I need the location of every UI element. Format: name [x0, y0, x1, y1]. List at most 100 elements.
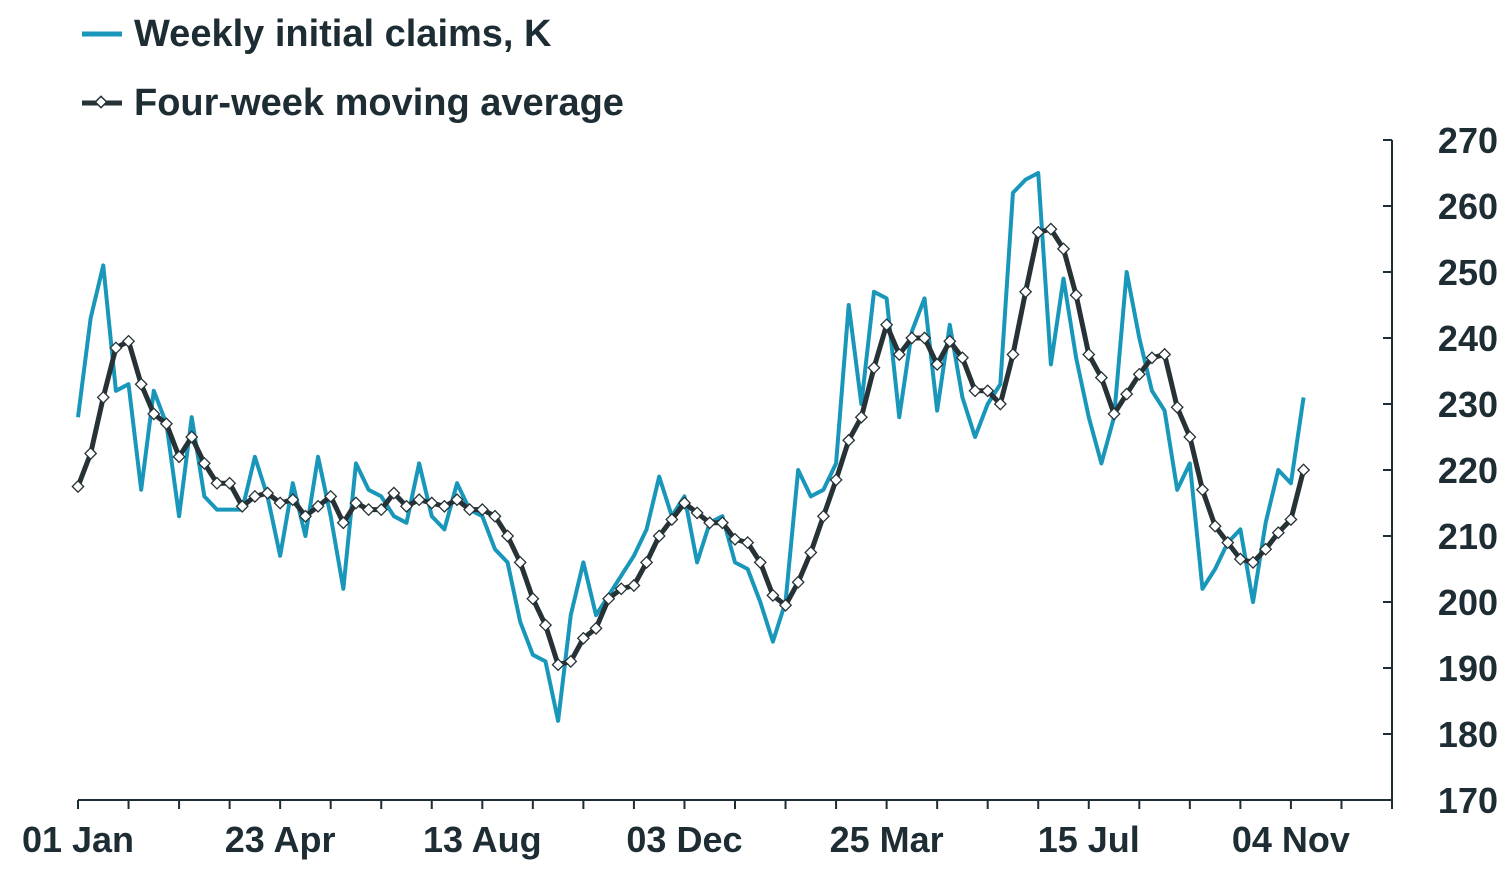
- series-point-1: [121, 334, 136, 348]
- series-point-1: [399, 499, 414, 513]
- series-line-0: [76, 171, 1306, 723]
- y-tick-label: 240: [1438, 318, 1498, 359]
- series-point-1: [235, 499, 249, 513]
- series-point-1: [324, 489, 338, 503]
- series-point-1: [1170, 400, 1184, 414]
- series-point-1: [425, 496, 439, 510]
- series-point-1: [564, 654, 578, 668]
- series-point-1: [715, 516, 729, 530]
- y-tick-label: 250: [1438, 252, 1498, 293]
- series-point-1: [602, 592, 616, 606]
- x-tick-label: 15 Jul: [1038, 819, 1140, 860]
- series-point-1: [172, 450, 186, 464]
- series-point-1: [84, 446, 98, 461]
- series-point-1: [854, 410, 868, 424]
- series-point-1: [1044, 222, 1058, 236]
- series-point-1: [943, 334, 957, 348]
- series-point-1: [387, 486, 401, 500]
- y-tick-label: 220: [1438, 450, 1498, 491]
- series-point-1: [538, 618, 553, 632]
- series-point-1: [589, 621, 603, 635]
- series-point-1: [1233, 552, 1247, 566]
- series-point-1: [1006, 347, 1020, 362]
- series-point-1: [298, 509, 312, 523]
- series-point-1: [501, 529, 515, 543]
- x-tick-label: 13 Aug: [423, 819, 542, 860]
- series-point-1: [804, 545, 818, 560]
- series-point-1: [917, 331, 932, 345]
- y-tick-label: 270: [1438, 120, 1498, 161]
- series-point-1: [109, 341, 123, 355]
- series-point-1: [677, 496, 692, 510]
- series-point-1: [437, 499, 451, 513]
- series-point-1: [1284, 512, 1298, 527]
- series-point-1: [627, 578, 641, 593]
- series-point-1: [968, 384, 982, 398]
- series-point-1: [741, 536, 755, 550]
- series-point-1: [981, 384, 995, 398]
- series-point-1: [1183, 430, 1197, 444]
- series-point-1: [475, 503, 489, 517]
- series-point-1: [993, 397, 1007, 411]
- series-point-1: [349, 496, 363, 510]
- series-point-1: [690, 506, 704, 520]
- series-point-1: [551, 658, 565, 672]
- y-tick-label: 170: [1438, 780, 1498, 821]
- series-point-1: [652, 529, 666, 543]
- series-point-1: [526, 592, 540, 606]
- series-point-1: [614, 582, 628, 596]
- series-point-1: [1221, 536, 1235, 550]
- series-point-1: [576, 631, 590, 645]
- series-point-1: [147, 407, 161, 421]
- series-point-1: [248, 489, 262, 503]
- legend: Weekly initial claims, K Four-week movin…: [82, 13, 624, 124]
- legend-label-moving-average: Four-week moving average: [134, 82, 624, 124]
- series-point-1: [892, 347, 906, 362]
- series-point-1: [816, 509, 831, 523]
- series-point-1: [159, 417, 174, 431]
- series-point-1: [955, 351, 969, 365]
- series-point-1: [930, 357, 944, 371]
- series-point-1: [185, 430, 199, 444]
- y-tick-label: 200: [1438, 582, 1498, 623]
- series-point-1: [463, 503, 477, 517]
- series-point-1: [1296, 463, 1311, 477]
- series-point-1: [703, 516, 717, 530]
- series-point-1: [728, 532, 742, 546]
- series-point-1: [273, 496, 287, 510]
- series-point-1: [1158, 347, 1172, 362]
- series-point-1: [1271, 526, 1285, 540]
- series-point-1: [488, 509, 502, 523]
- series-point-1: [1056, 242, 1071, 256]
- series-point-1: [1094, 371, 1108, 385]
- legend-marker-moving-average: [94, 95, 108, 109]
- series-point-1: [1031, 225, 1045, 239]
- series-point-1: [1069, 288, 1083, 302]
- series-point-1: [778, 598, 793, 612]
- series-point-1: [513, 555, 527, 569]
- y-tick-label: 210: [1438, 516, 1498, 557]
- y-tick-label: 230: [1438, 384, 1498, 425]
- legend-item-moving-average: Four-week moving average: [82, 82, 624, 124]
- legend-item-weekly-claims: Weekly initial claims, K: [82, 13, 552, 55]
- series-point-1: [842, 433, 856, 447]
- series-point-1: [311, 499, 325, 513]
- series-point-1: [134, 377, 148, 391]
- series-point-1: [665, 512, 679, 527]
- series-point-1: [1082, 347, 1096, 362]
- series-point-1: [374, 503, 388, 517]
- series-line-1: [75, 226, 1306, 668]
- x-tick-label: 01 Jan: [22, 819, 134, 860]
- series-point-1: [1259, 542, 1273, 556]
- series-point-1: [880, 318, 894, 332]
- series-point-1: [1019, 285, 1033, 299]
- series-point-1: [210, 476, 224, 490]
- series-point-1: [1107, 407, 1121, 421]
- x-tick-label: 25 Mar: [830, 819, 944, 860]
- series-point-1: [1208, 519, 1222, 533]
- series-point-1: [362, 503, 376, 517]
- series-point-1: [336, 516, 350, 530]
- series-point-1: [829, 473, 843, 487]
- legend-label-weekly-claims: Weekly initial claims, K: [134, 13, 552, 55]
